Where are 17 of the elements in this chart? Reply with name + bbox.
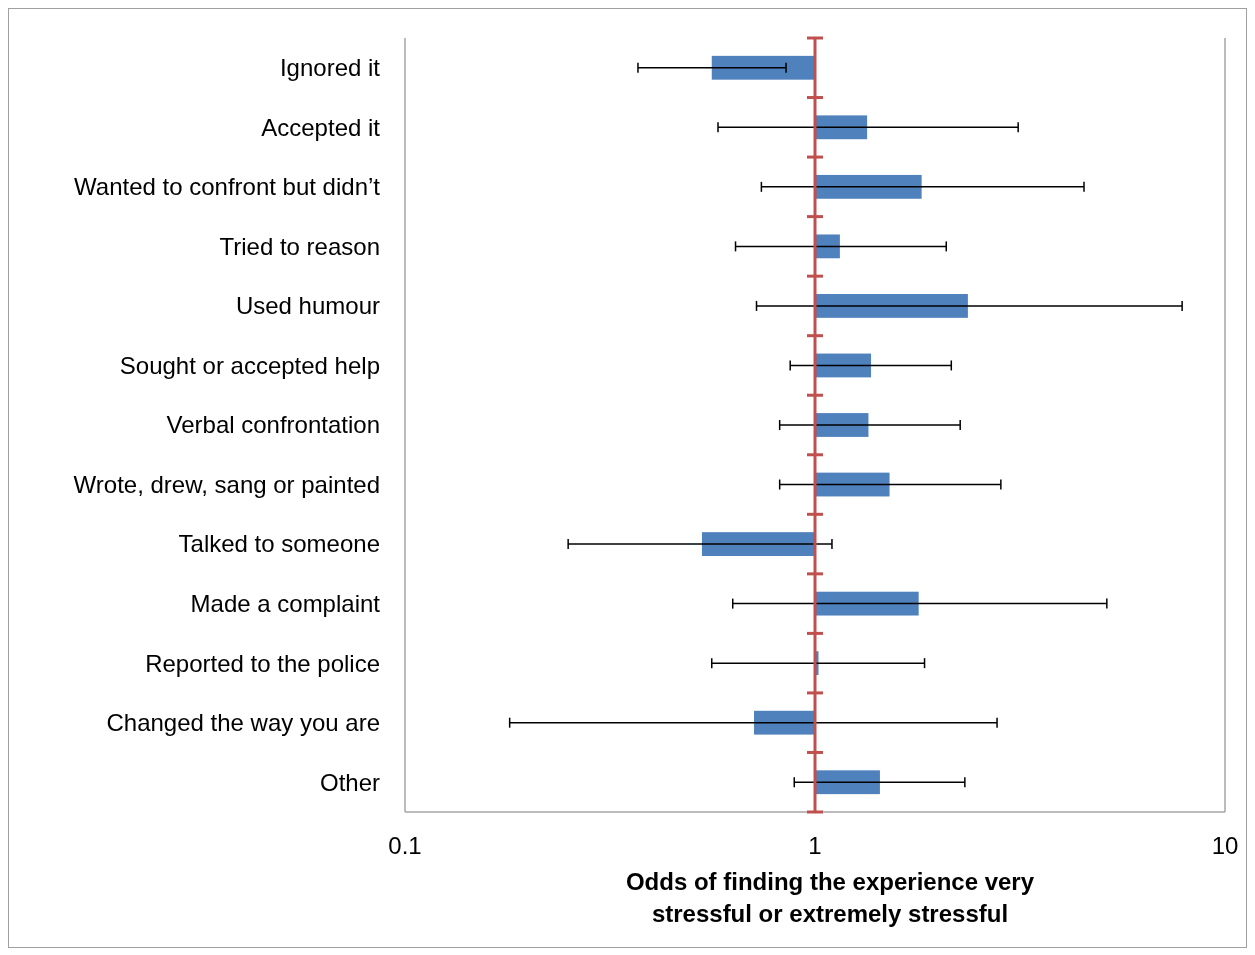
y-tick-label: Wrote, drew, sang or painted [73, 470, 380, 498]
y-tick-label: Tried to reason [219, 232, 380, 260]
y-tick-label: Made a complaint [190, 590, 381, 618]
y-tick-label: Talked to someone [178, 530, 380, 558]
y-tick-label: Used humour [235, 292, 380, 320]
x-tick-label: 1 [808, 832, 822, 859]
x-tick-label: 0.1 [388, 832, 422, 859]
y-tick-label: Other [319, 768, 380, 796]
x-tick-label: 10 [1211, 832, 1239, 859]
y-tick-label: Sought or accepted help [119, 351, 380, 379]
x-axis-title: Odds of finding the experience very stressful or extremely stressful [625, 868, 1035, 927]
y-tick-label: Ignored it [279, 54, 381, 82]
y-tick-label: Accepted it [261, 113, 381, 141]
y-tick-label: Wanted to confront but didn’t [74, 173, 381, 201]
y-tick-label: Reported to the police [145, 649, 380, 677]
y-tick-label: Changed the way you are [106, 709, 380, 737]
y-tick-label: Verbal confrontation [166, 411, 380, 439]
